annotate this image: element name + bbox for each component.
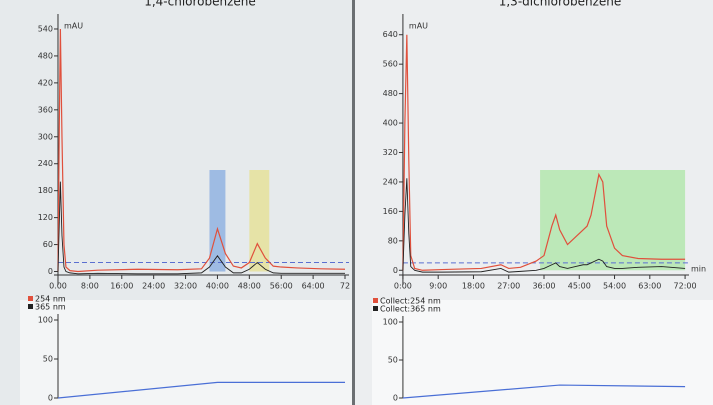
y-tick-label: 480	[38, 51, 53, 60]
x-tick-label: 54:00	[603, 282, 626, 291]
screens: 1,4-chlorobenzene mAU 0 60 120 180 240 300 360 42…	[0, 0, 713, 405]
x-tick-label: 64:00	[302, 282, 325, 291]
chart-title: 1,3-dichlorobenzene	[499, 0, 622, 9]
y-tick-label: 60	[43, 240, 53, 249]
gradient-y-tick-label: 100	[38, 316, 53, 325]
legend-swatch	[28, 296, 33, 301]
x-tick-label: 18:00	[462, 282, 485, 291]
y-tick-label: 80	[388, 236, 398, 245]
y-axis-label: mAU	[64, 22, 83, 31]
legend-swatch	[28, 304, 33, 309]
x-tick-label: 32:00	[174, 282, 197, 291]
x-tick-label: 48:00	[238, 282, 261, 291]
x-tick-label: 56:00	[270, 282, 293, 291]
y-tick-label: 640	[383, 30, 398, 39]
y-tick-label: 300	[38, 132, 53, 141]
x-tick-label: 24:00	[142, 282, 165, 291]
x-tick-label: 8:00	[81, 282, 99, 291]
x-tick-label: 9:00	[429, 282, 447, 291]
right-gradient-panel	[372, 300, 713, 405]
x-tick-label: 63:00	[638, 282, 661, 291]
y-tick-label: 180	[38, 186, 53, 195]
legend-swatch	[373, 306, 378, 311]
x-axis-label: min	[691, 265, 706, 274]
legend-label: Collect:365 nm	[380, 305, 441, 314]
y-tick-label: 560	[383, 60, 398, 69]
x-tick-label: 40:00	[206, 282, 229, 291]
y-tick-label: 120	[38, 213, 53, 222]
fraction	[540, 170, 685, 270]
gradient-y-tick-label: 0	[48, 394, 53, 403]
y-tick-label: 420	[38, 78, 53, 87]
legend-swatch	[373, 298, 378, 303]
gradient-y-tick-label: 100	[383, 318, 398, 327]
left-gradient-panel	[20, 300, 352, 405]
chart-title: 1,4-chlorobenzene	[144, 0, 256, 9]
y-axis-label: mAU	[409, 22, 428, 31]
x-tick-label: 72	[340, 282, 350, 291]
x-tick-label: 45:00	[568, 282, 591, 291]
y-tick-label: 400	[383, 119, 398, 128]
y-tick-label: 240	[38, 159, 53, 168]
x-tick-label: 0:00	[394, 282, 412, 291]
y-tick-label: 360	[38, 105, 53, 114]
y-tick-label: 320	[383, 148, 398, 157]
y-tick-label: 540	[38, 24, 53, 33]
y-tick-label: 240	[383, 177, 398, 186]
x-tick-label: 16:00	[110, 282, 133, 291]
y-tick-label: 0	[48, 267, 53, 276]
gradient-y-tick-label: 0	[393, 394, 398, 403]
x-tick-label: 0.00	[49, 282, 67, 291]
gradient-y-tick-label: 50	[388, 356, 398, 365]
x-tick-label: 36:00	[532, 282, 555, 291]
page: {"chart_data": [ {"type": "line", "title…	[0, 0, 713, 405]
divider	[352, 0, 355, 405]
legend-label: 365 nm	[35, 303, 66, 312]
y-tick-label: 160	[383, 207, 398, 216]
x-tick-label: 72:00	[674, 282, 697, 291]
gradient-y-tick-label: 50	[43, 355, 53, 364]
x-tick-label: 27:00	[497, 282, 520, 291]
y-tick-label: 0	[393, 266, 398, 275]
y-tick-label: 480	[383, 89, 398, 98]
